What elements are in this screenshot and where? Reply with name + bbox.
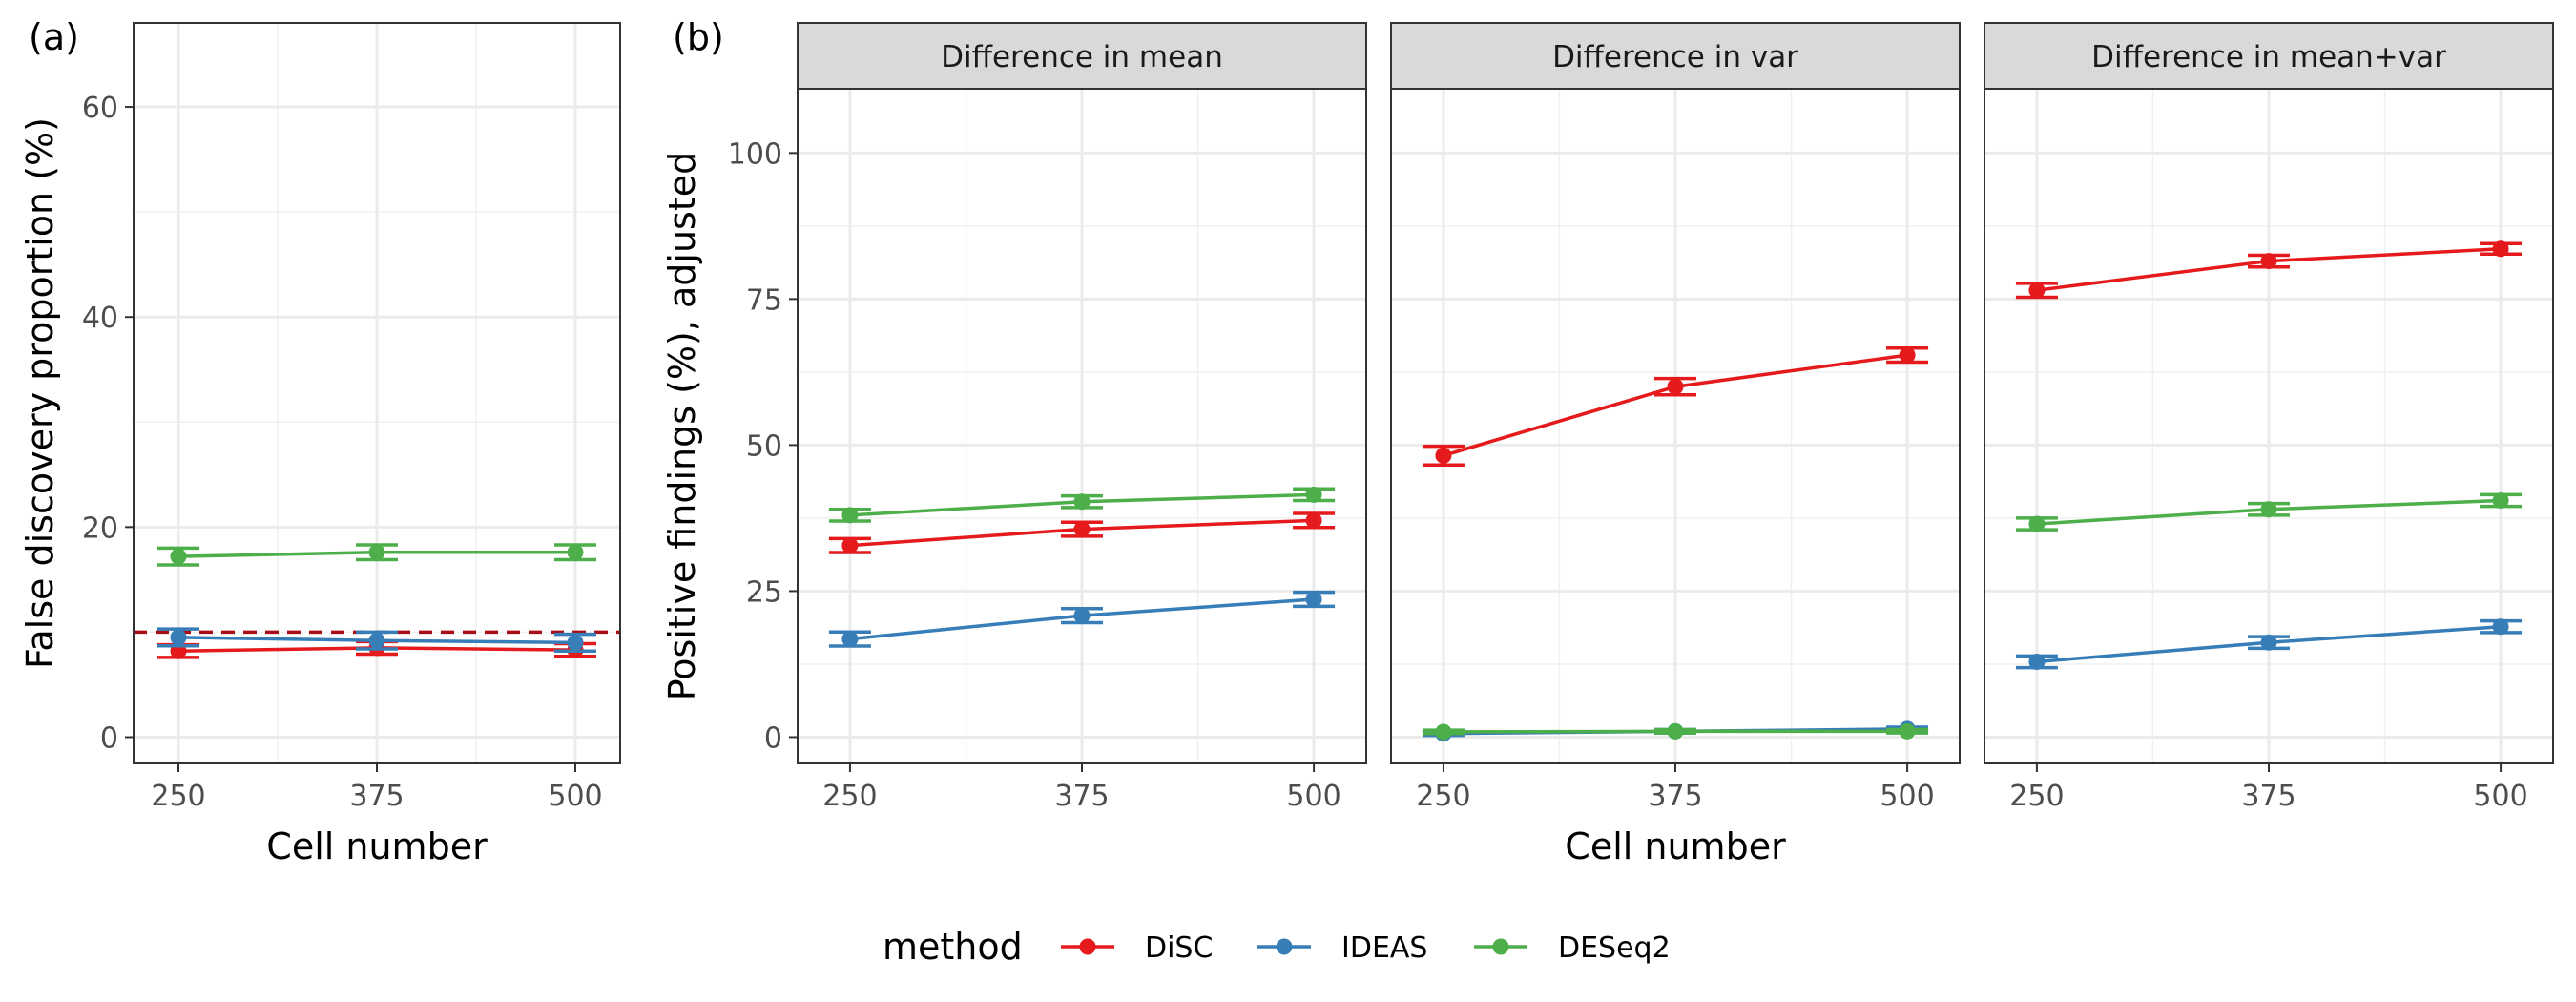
x-tick-label: 375	[349, 780, 404, 813]
data-point-disc	[2492, 240, 2509, 258]
y-tick-label: 75	[746, 283, 782, 317]
x-tick-label: 250	[151, 780, 205, 813]
y-tick-label: 100	[728, 137, 782, 171]
data-point-deseq2	[1435, 723, 1452, 741]
data-point-deseq2	[2260, 501, 2277, 518]
facet-title: Difference in mean+var	[2091, 40, 2446, 74]
data-point-deseq2	[2028, 515, 2046, 532]
panel-label: (b)	[673, 16, 724, 58]
data-point-ideas	[170, 629, 187, 646]
data-point-disc	[1899, 346, 1916, 364]
data-point-disc	[1667, 378, 1684, 395]
x-tick-label: 375	[1648, 780, 1702, 813]
legend-key-point	[1492, 938, 1509, 955]
facet-title: Difference in mean	[941, 40, 1223, 74]
legend-label: DESeq2	[1558, 931, 1671, 965]
data-point-disc	[2028, 282, 2046, 299]
data-point-disc	[841, 537, 859, 554]
data-point-disc	[1305, 511, 1322, 529]
panel-label: (a)	[29, 16, 79, 58]
data-point-ideas	[368, 632, 385, 649]
x-tick-label: 250	[822, 780, 877, 813]
x-tick-label: 500	[1880, 780, 1934, 813]
y-axis-title: False discovery proportion (%)	[19, 117, 61, 669]
x-tick-label: 250	[1416, 780, 1470, 813]
data-point-disc	[1435, 447, 1452, 464]
panel-a: 250 375 500 0 20 40 60 (a) Cell number False disc…	[19, 16, 621, 867]
facet-2: Difference in var 250 375 500	[1390, 22, 1961, 813]
data-point-deseq2	[1305, 486, 1322, 503]
facet-strip	[797, 22, 1367, 90]
facet-strip	[1984, 22, 2554, 90]
x-tick-label: 500	[548, 780, 602, 813]
data-point-deseq2	[1073, 493, 1091, 511]
x-axis-title: Cell number	[1565, 825, 1786, 867]
y-tick-label: 0	[100, 721, 118, 755]
data-point-ideas	[841, 631, 859, 648]
legend-item-ideas: IDEAS	[1257, 931, 1427, 965]
y-tick-label: 50	[746, 429, 782, 463]
x-axis-title: Cell number	[266, 825, 488, 867]
data-point-deseq2	[841, 507, 859, 524]
data-point-deseq2	[567, 544, 584, 561]
data-point-deseq2	[170, 548, 187, 565]
data-point-ideas	[2260, 634, 2277, 651]
data-point-deseq2	[368, 544, 385, 561]
y-tick-label: 25	[746, 575, 782, 609]
legend-label: DiSC	[1145, 931, 1213, 965]
facet-3: Difference in mean+var 250 375 500	[1984, 22, 2554, 813]
x-tick-label: 500	[1286, 780, 1340, 813]
y-tick-label: 40	[82, 302, 118, 335]
legend-item-deseq2: DESeq2	[1474, 931, 1671, 965]
x-tick-label: 375	[2241, 780, 2296, 813]
legend-label: IDEAS	[1341, 931, 1427, 965]
x-tick-label: 500	[2473, 780, 2527, 813]
data-point-ideas	[1305, 591, 1322, 608]
data-point-deseq2	[1667, 722, 1684, 740]
facet-1: Difference in mean 250 375 500 0 25 50 75 100	[728, 22, 1367, 813]
x-tick-label: 250	[2009, 780, 2064, 813]
y-tick-label: 0	[764, 721, 782, 755]
y-axis-title: Positive findings (%), adjusted	[661, 152, 703, 701]
y-tick-label: 60	[82, 92, 118, 125]
data-point-ideas	[567, 634, 584, 651]
data-point-deseq2	[2492, 492, 2509, 510]
data-point-deseq2	[1899, 722, 1916, 740]
data-point-ideas	[2492, 618, 2509, 636]
data-point-ideas	[1073, 607, 1091, 624]
data-point-disc	[2260, 253, 2277, 270]
y-tick-label: 20	[82, 511, 118, 545]
facet-title: Difference in var	[1552, 40, 1798, 74]
legend-item-disc: DiSC	[1061, 931, 1213, 965]
data-point-ideas	[2028, 653, 2046, 670]
facet-strip	[1390, 22, 1961, 90]
x-tick-label: 375	[1054, 780, 1109, 813]
legend-title: method	[883, 926, 1023, 968]
legend-key-point	[1276, 938, 1293, 955]
data-point-disc	[1073, 521, 1091, 538]
legend-key-point	[1079, 938, 1096, 955]
legend: method DiSC IDEAS DESeq2	[883, 926, 1671, 968]
